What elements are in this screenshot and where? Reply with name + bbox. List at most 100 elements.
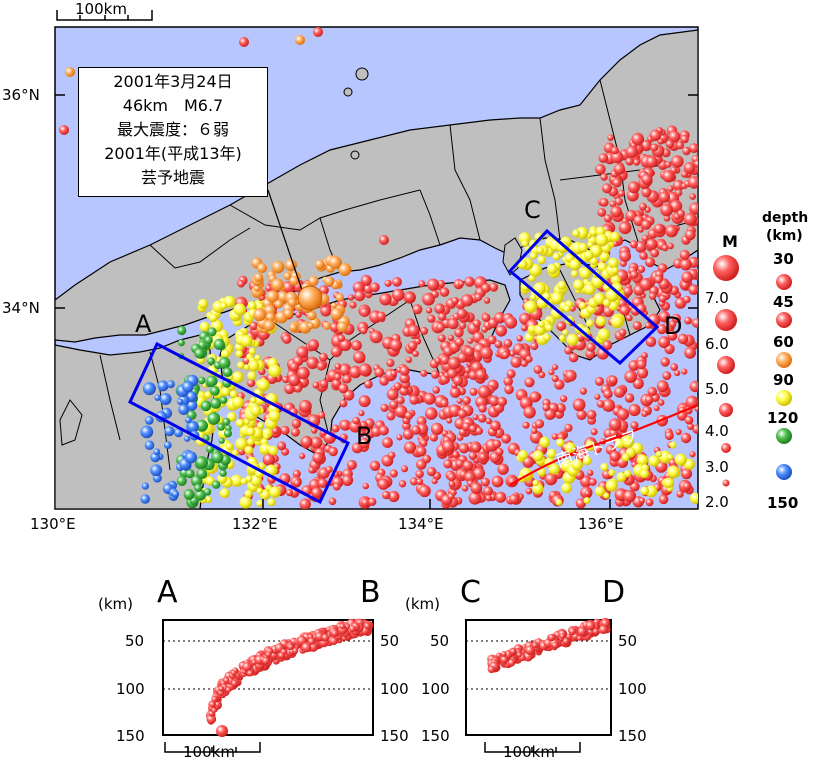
quake-dot — [504, 316, 518, 329]
quake-dot — [409, 477, 419, 486]
quake-dot — [374, 367, 385, 378]
quake-dot — [602, 298, 611, 307]
quake-dot — [263, 319, 275, 332]
quake-dot — [431, 478, 438, 485]
quake-dot — [462, 460, 474, 471]
quake-dot — [637, 367, 649, 379]
quake-dot — [556, 321, 567, 332]
quake-dot — [671, 313, 682, 323]
quake-dot — [388, 451, 396, 459]
quake-dot — [331, 629, 339, 637]
quake-dot — [487, 665, 496, 674]
quake-dot — [497, 396, 508, 407]
quake-dot — [308, 339, 319, 351]
quake-dot — [503, 338, 513, 348]
quake-dot — [653, 405, 660, 412]
quake-dot — [464, 276, 475, 287]
section-ab-rtick-100: 100 — [380, 680, 409, 698]
quake-dot — [656, 324, 667, 335]
quake-dot — [517, 450, 528, 460]
quake-dot — [420, 369, 428, 377]
quake-dot — [292, 469, 301, 478]
quake-dot — [312, 381, 320, 389]
quake-dot — [319, 379, 329, 389]
quake-dot — [349, 301, 357, 309]
quake-dot — [401, 465, 409, 473]
quake-dot — [578, 301, 587, 310]
quake-dot — [207, 357, 216, 365]
quake-dot — [358, 363, 372, 377]
quake-dot — [313, 27, 323, 37]
quake-dot — [660, 357, 670, 367]
quake-dot — [402, 428, 414, 440]
lon-label-134: 134°E — [398, 515, 444, 533]
quake-dot — [448, 480, 456, 488]
quake-dot — [141, 482, 149, 490]
quake-dot — [403, 441, 417, 454]
quake-dot — [231, 680, 238, 687]
quake-dot — [319, 352, 328, 362]
legend-mag-50: 5.0 — [705, 380, 729, 398]
quake-dot — [674, 453, 687, 466]
quake-dot — [632, 321, 642, 331]
quake-dot — [399, 365, 410, 376]
quake-dot — [548, 463, 560, 475]
quake-dot — [647, 386, 657, 397]
quake-dot — [614, 197, 624, 206]
section-ab-unit: (km) — [98, 595, 134, 613]
quake-dot — [295, 35, 305, 45]
quake-dot — [271, 278, 284, 292]
quake-dot — [404, 292, 416, 303]
quake-dot — [342, 374, 352, 384]
quake-dot — [564, 346, 573, 355]
quake-dot — [645, 155, 658, 168]
quake-dot — [579, 387, 588, 395]
quake-dot — [354, 290, 366, 302]
quake-dot — [625, 314, 633, 322]
quake-dot — [194, 348, 205, 359]
quake-dot — [310, 436, 323, 449]
quake-dot — [546, 263, 558, 275]
quake-dot — [568, 352, 579, 363]
quake-dot — [533, 365, 543, 374]
quake-dot — [625, 145, 639, 158]
quake-dot — [376, 311, 386, 321]
quake-dot — [542, 403, 550, 412]
quake-dot — [392, 277, 402, 287]
quake-dot — [665, 224, 678, 238]
annotation-quake-name: 芸予地震 — [140, 168, 205, 187]
quake-dot — [257, 263, 267, 273]
quake-dot — [371, 426, 382, 437]
quake-dot — [494, 340, 503, 349]
nankai-trough-line — [509, 403, 699, 486]
quake-dot — [576, 226, 589, 240]
quake-dot — [608, 418, 622, 431]
quake-dot — [599, 625, 608, 634]
quake-dot — [447, 334, 455, 341]
quake-dot — [537, 255, 547, 265]
quake-dot — [140, 494, 150, 504]
quake-dot — [648, 455, 660, 467]
quake-dot — [674, 370, 681, 377]
quake-dot — [668, 130, 681, 143]
quake-dot — [483, 297, 491, 304]
quake-dot — [677, 333, 689, 345]
quake-dot — [301, 642, 312, 653]
quake-dot — [628, 403, 641, 417]
quake-dot — [585, 620, 596, 631]
quake-dot — [289, 275, 300, 286]
quake-dot — [245, 475, 253, 483]
quake-dot — [667, 330, 678, 341]
box-label-c: C — [524, 196, 541, 224]
quake-dot — [244, 445, 254, 455]
quake-dot — [683, 295, 691, 304]
quake-dot — [150, 464, 163, 477]
quake-dot — [415, 469, 424, 479]
quake-dot — [232, 396, 244, 409]
quake-dot — [382, 437, 393, 448]
quake-dot — [379, 293, 392, 306]
quake-dot — [186, 400, 198, 411]
quake-dot — [661, 244, 669, 252]
quake-dot — [639, 251, 648, 260]
quake-dot — [195, 419, 208, 432]
